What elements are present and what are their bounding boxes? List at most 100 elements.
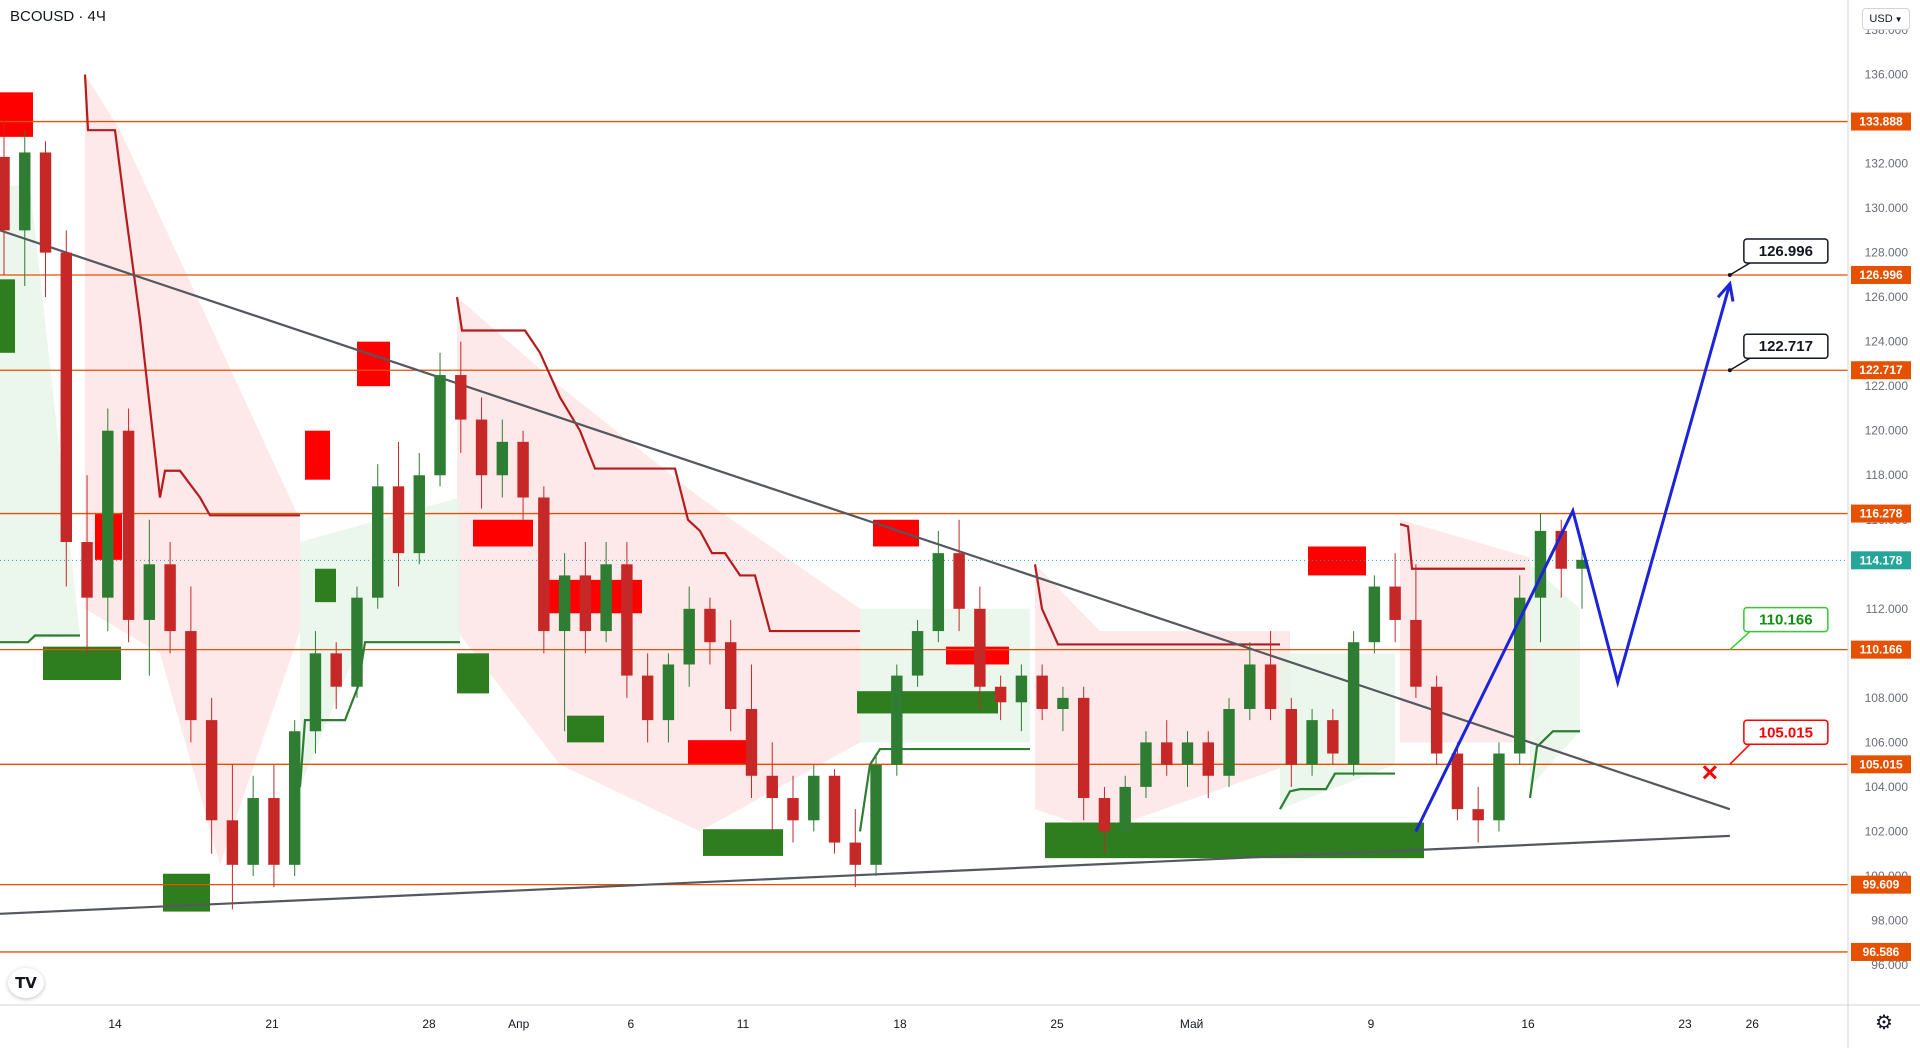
- candle-body: [102, 430, 114, 598]
- candle: [1576, 546, 1588, 609]
- candle: [372, 464, 384, 609]
- candle-body: [704, 608, 716, 643]
- gear-icon[interactable]: ⚙: [1875, 1012, 1893, 1034]
- candle-body: [1285, 708, 1298, 765]
- level-price-label: 96.586: [1851, 942, 1911, 961]
- candle: [1077, 686, 1090, 821]
- candle: [1140, 731, 1152, 799]
- stop-loss-cross-icon: [1702, 765, 1717, 780]
- candle-body: [808, 775, 820, 821]
- candle: [953, 519, 965, 632]
- candle: [164, 542, 176, 654]
- bearish-trailing-stop: [1399, 523, 1525, 570]
- candle-body: [372, 486, 384, 598]
- candle: [849, 809, 861, 888]
- plot-area[interactable]: [0, 0, 1848, 1005]
- candle-body: [725, 642, 737, 709]
- time-tick-label: 18: [893, 1017, 907, 1031]
- candle-body: [517, 441, 529, 498]
- candle: [725, 619, 737, 732]
- candle-body: [1389, 586, 1401, 620]
- candle: [600, 542, 612, 643]
- candle: [1472, 786, 1484, 843]
- time-tick-label: Май: [1180, 1017, 1204, 1031]
- price-tick-label: 136.000: [1865, 68, 1909, 82]
- candle: [475, 397, 488, 509]
- candle: [102, 408, 114, 632]
- candle-body: [247, 798, 259, 865]
- demand-zone: [567, 715, 604, 743]
- candle: [60, 230, 72, 587]
- candle: [1223, 697, 1235, 787]
- time-tick-label: 16: [1521, 1017, 1535, 1031]
- candle: [1036, 664, 1048, 721]
- candle: [828, 769, 841, 854]
- candle: [1202, 731, 1214, 799]
- candle: [641, 653, 654, 743]
- price-tick-label: 102.000: [1865, 824, 1909, 838]
- candle: [787, 775, 799, 843]
- level-label-bg: [1851, 112, 1911, 131]
- price-callout: 110.166: [1729, 606, 1829, 651]
- candle-body: [641, 675, 654, 721]
- bullish-stop-area: [860, 608, 1030, 743]
- candle: [392, 441, 405, 587]
- candle-body: [1202, 742, 1214, 776]
- candle-body: [434, 375, 446, 476]
- candle: [683, 586, 695, 687]
- supply-zone: [473, 519, 533, 547]
- price-tick-label: 106.000: [1865, 735, 1909, 749]
- candle: [39, 141, 52, 298]
- candle: [621, 542, 633, 698]
- price-tick-label: 120.000: [1865, 424, 1909, 438]
- bearish-trailing-stop: [1033, 564, 1280, 646]
- candle-body: [60, 252, 72, 543]
- candle: [1098, 786, 1111, 854]
- candle-body: [81, 542, 93, 598]
- level-label-bg: [1851, 361, 1911, 380]
- currency-menu-button[interactable]: USD ▼: [1862, 8, 1910, 30]
- callout-pointer: [1729, 743, 1751, 765]
- candle-body: [1327, 720, 1339, 754]
- demand-zone: [43, 646, 121, 681]
- candle-body: [39, 152, 52, 253]
- candle: [704, 597, 716, 665]
- candle-body: [309, 653, 322, 732]
- candle-body: [662, 664, 675, 721]
- bearish-trailing-stop: [83, 74, 300, 517]
- candle: [579, 542, 592, 654]
- candle-body: [122, 430, 135, 620]
- last-price-label: 114.178: [1851, 551, 1911, 570]
- candle-body: [392, 486, 405, 554]
- candle-body: [1576, 559, 1588, 569]
- candle-body: [558, 575, 571, 632]
- candle-body: [1036, 675, 1048, 709]
- candle: [1410, 564, 1422, 698]
- candle: [19, 130, 31, 287]
- demand-zone: [703, 829, 783, 856]
- candle: [1181, 731, 1194, 787]
- supply-zone: [305, 430, 330, 480]
- callout-label: 122.717: [1759, 338, 1813, 355]
- candle: [911, 619, 924, 687]
- price-tick-label: 108.000: [1865, 691, 1909, 705]
- candle: [994, 675, 1007, 721]
- level-label-bg: [1851, 755, 1911, 774]
- price-tick-label: 124.000: [1865, 335, 1909, 349]
- level-price-label: 105.015: [1851, 755, 1911, 774]
- bullish-trailing-stop: [1528, 730, 1580, 799]
- candle: [143, 519, 156, 676]
- callout-pointer: [1729, 357, 1751, 371]
- time-tick-label: 25: [1050, 1017, 1064, 1031]
- price-axis-labels: 133.888 126.996 122.717 116.278 110.166 105.0…: [1851, 112, 1911, 961]
- time-tick-label: 21: [265, 1017, 279, 1031]
- level-label-bg: [1851, 875, 1911, 894]
- price-tick-label: 98.000: [1871, 913, 1908, 927]
- candle-body: [226, 820, 239, 865]
- candle-body: [164, 564, 176, 632]
- candle-body: [288, 731, 301, 865]
- candle: [870, 753, 882, 876]
- tradingview-logo-icon[interactable]: TV: [8, 968, 44, 998]
- price-callout: 122.717: [1727, 333, 1829, 373]
